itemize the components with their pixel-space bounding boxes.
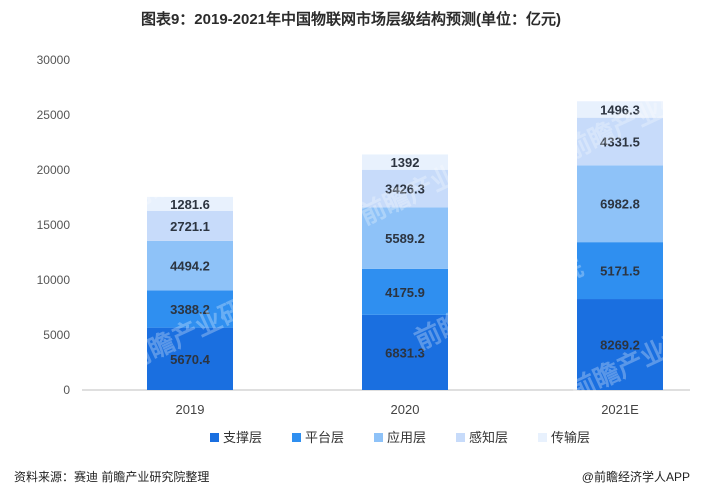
data-label: 5670.4 (170, 352, 211, 367)
bar-segment-4-2 (362, 169, 448, 208)
data-label: 1392 (391, 155, 420, 170)
data-label: 1496.3 (600, 102, 640, 117)
legend-swatch (456, 433, 465, 442)
data-label: 8269.2 (600, 338, 640, 353)
x-tick-label: 2019 (176, 402, 205, 417)
legend-swatch (210, 433, 219, 442)
data-label: 3426.3 (385, 182, 425, 197)
legend-label: 平台层 (305, 430, 344, 445)
y-tick-label: 25000 (37, 108, 71, 122)
y-tick-label: 10000 (37, 273, 71, 287)
bar-segment-1-2 (362, 314, 448, 390)
y-tick-label: 15000 (37, 218, 71, 232)
bar-segment-1-3 (577, 299, 663, 390)
data-label: 5171.5 (600, 264, 640, 279)
data-label: 4175.9 (385, 285, 425, 300)
legend-swatch (538, 433, 547, 442)
data-label: 1281.6 (170, 197, 210, 212)
x-tick-label: 2020 (391, 402, 420, 417)
bar-segment-4-1 (147, 210, 233, 241)
data-label: 3388.2 (170, 302, 210, 317)
bar-segment-3-3 (577, 165, 663, 243)
y-tick-label: 30000 (37, 53, 71, 67)
bar-segment-5-3 (577, 101, 663, 118)
stacked-bar-chart: 0 5000 10000 15000 20000 25000 30000 5670.4 3388… (37, 53, 702, 445)
y-tick-label: 0 (63, 383, 70, 397)
data-label: 2721.1 (170, 219, 210, 234)
legend-label: 支撑层 (223, 430, 262, 445)
source-note: 资料来源：赛迪 前瞻产业研究院整理 (14, 470, 210, 484)
bar-segment-3-1 (147, 240, 233, 291)
chart-title: 图表9：2019-2021年中国物联网市场层级结构预测(单位：亿元) (140, 11, 562, 28)
data-label: 4494.2 (170, 259, 210, 274)
legend-label: 应用层 (387, 430, 426, 445)
y-tick-label: 5000 (43, 328, 70, 342)
data-label: 6982.8 (600, 197, 640, 212)
data-label: 6831.3 (385, 345, 425, 360)
bar-segment-2-3 (577, 242, 663, 300)
x-tick-label: 2021E (601, 402, 639, 417)
legend-label: 传输层 (551, 430, 590, 445)
credit-note: @前瞻经济学人APP (581, 470, 690, 484)
data-label: 5589.2 (385, 231, 425, 246)
bar-segment-2-1 (147, 290, 233, 328)
legend-swatch (292, 433, 301, 442)
bar-segment-3-2 (362, 207, 448, 269)
bar-segment-4-3 (577, 117, 663, 166)
y-tick-label: 20000 (37, 163, 71, 177)
bar-segment-1-1 (147, 327, 233, 390)
data-label: 4331.5 (600, 135, 640, 150)
legend-label: 感知层 (469, 430, 508, 445)
bar-segment-2-2 (362, 268, 448, 315)
bar-segment-5-1 (147, 196, 233, 211)
bar-segment-5-2 (362, 154, 448, 170)
legend-swatch (374, 433, 383, 442)
